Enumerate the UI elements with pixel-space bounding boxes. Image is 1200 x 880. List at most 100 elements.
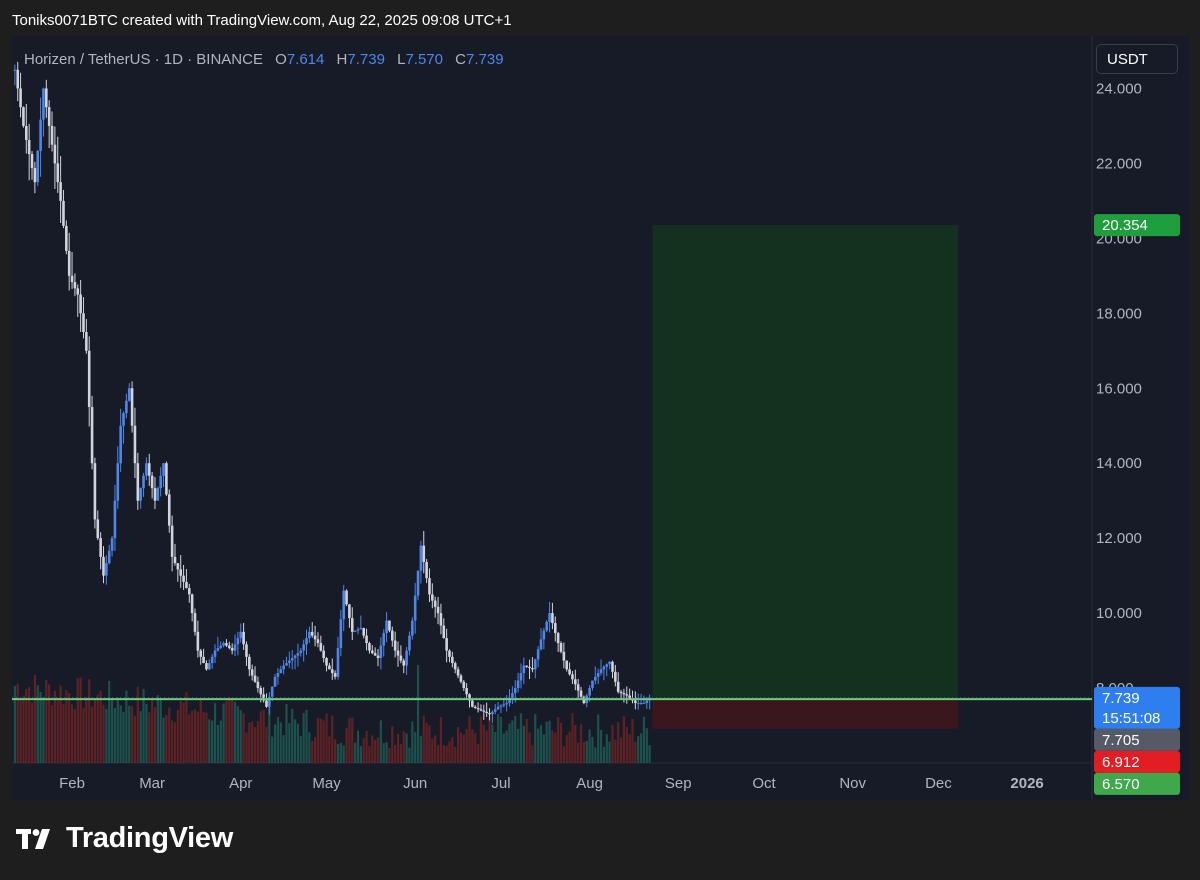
volume-bar bbox=[462, 734, 465, 763]
volume-bar bbox=[273, 724, 277, 763]
volume-bar bbox=[276, 716, 280, 763]
volume-bar bbox=[153, 707, 157, 763]
volume-bar bbox=[591, 736, 594, 763]
candle-body bbox=[293, 655, 297, 659]
candle-body bbox=[170, 525, 174, 557]
volume-bar bbox=[508, 723, 511, 763]
candle-body bbox=[30, 154, 34, 169]
volume-bar bbox=[151, 699, 154, 763]
candle-body bbox=[19, 88, 22, 108]
volume-bar bbox=[110, 700, 114, 763]
volume-bar bbox=[239, 710, 242, 763]
price-tag bbox=[1094, 728, 1180, 751]
y-tick-label: 22.000 bbox=[1096, 155, 1142, 172]
volume-bar bbox=[494, 731, 497, 763]
volume-bar bbox=[588, 729, 591, 763]
candle-body bbox=[553, 623, 557, 634]
tradingview-wordmark: TradingView bbox=[66, 822, 233, 854]
candle-body bbox=[265, 700, 268, 707]
volume-bar bbox=[19, 699, 22, 763]
x-tick-label: Oct bbox=[752, 775, 776, 792]
volume-bar bbox=[476, 743, 480, 763]
volume-bar bbox=[562, 746, 565, 763]
volume-bar bbox=[468, 716, 471, 763]
volume-bar bbox=[208, 719, 211, 763]
currency-button[interactable]: USDT bbox=[1096, 44, 1178, 74]
candle-body bbox=[574, 679, 577, 685]
volume-bar bbox=[622, 716, 626, 763]
volume-bar bbox=[568, 731, 571, 763]
candle-body bbox=[596, 673, 600, 677]
volume-bar bbox=[511, 720, 514, 763]
candle-body bbox=[225, 643, 228, 646]
candle-body bbox=[290, 658, 294, 661]
candle-body bbox=[245, 644, 248, 657]
candle-body bbox=[53, 144, 57, 164]
volume-bar bbox=[191, 710, 194, 763]
volume-bar bbox=[554, 732, 557, 763]
volume-bar bbox=[571, 713, 574, 763]
candle-body bbox=[313, 635, 317, 640]
volume-bar bbox=[551, 730, 554, 763]
candle-body bbox=[465, 688, 468, 695]
candle-body bbox=[556, 633, 560, 644]
candle-body bbox=[299, 650, 303, 654]
candle-body bbox=[167, 494, 171, 526]
candle-body bbox=[67, 250, 71, 276]
volume-bar bbox=[548, 720, 551, 763]
candle-body bbox=[422, 545, 426, 562]
candle-body bbox=[239, 631, 243, 639]
candle-body bbox=[310, 631, 314, 636]
volume-bar bbox=[631, 718, 634, 763]
volume-bar bbox=[319, 718, 322, 763]
candle-body bbox=[399, 655, 403, 661]
candle-body bbox=[179, 569, 183, 576]
volume-bar bbox=[259, 711, 262, 763]
volume-bar bbox=[517, 728, 520, 763]
candle-body bbox=[236, 638, 240, 645]
volume-bar bbox=[231, 699, 234, 763]
x-tick-label: Apr bbox=[229, 775, 252, 792]
candle-body bbox=[591, 680, 594, 689]
volume-bar bbox=[614, 739, 617, 763]
candle-body bbox=[33, 168, 37, 183]
volume-bar bbox=[182, 702, 185, 763]
volume-bar bbox=[165, 715, 168, 763]
tradingview-logo-icon bbox=[16, 828, 50, 849]
tradingview-logo[interactable]: TradingView bbox=[16, 822, 233, 855]
candle-body bbox=[359, 628, 363, 630]
volume-bar bbox=[53, 690, 56, 763]
volume-bar bbox=[608, 741, 611, 763]
candle-body bbox=[336, 648, 340, 677]
volume-bar bbox=[236, 706, 239, 763]
price-tag-label: 7.739 bbox=[1102, 690, 1140, 707]
volume-bar bbox=[205, 712, 208, 763]
volume-bar bbox=[33, 674, 36, 763]
candle-body bbox=[476, 708, 480, 710]
price-chart[interactable]: 24.00022.00020.00018.00016.00014.00012.0… bbox=[12, 36, 1190, 800]
volume-bar bbox=[325, 713, 328, 763]
volume-bar bbox=[222, 703, 225, 763]
volume-bar bbox=[253, 726, 257, 763]
volume-bar bbox=[225, 700, 228, 763]
candle-body bbox=[36, 150, 40, 183]
candle-body bbox=[636, 703, 640, 705]
volume-bar bbox=[245, 732, 248, 763]
candle-body bbox=[230, 648, 234, 651]
candle-body bbox=[93, 463, 97, 520]
candle-body bbox=[82, 313, 85, 333]
volume-bar bbox=[168, 707, 171, 763]
volume-bar bbox=[594, 747, 597, 763]
volume-bar bbox=[411, 721, 414, 763]
chart-frame[interactable]: 24.000 22.000 20.000 18.000 16.000 14.000 12.0… bbox=[12, 36, 1190, 800]
volume-bar bbox=[125, 690, 128, 763]
candle-body bbox=[370, 650, 374, 654]
candle-body bbox=[622, 693, 626, 695]
volume-bar bbox=[116, 697, 119, 763]
volume-bar bbox=[582, 742, 585, 763]
volume-bar bbox=[262, 709, 265, 763]
candle-body bbox=[24, 125, 28, 140]
volume-bar bbox=[354, 742, 357, 763]
volume-bar bbox=[394, 744, 397, 763]
volume-bar bbox=[439, 717, 443, 763]
